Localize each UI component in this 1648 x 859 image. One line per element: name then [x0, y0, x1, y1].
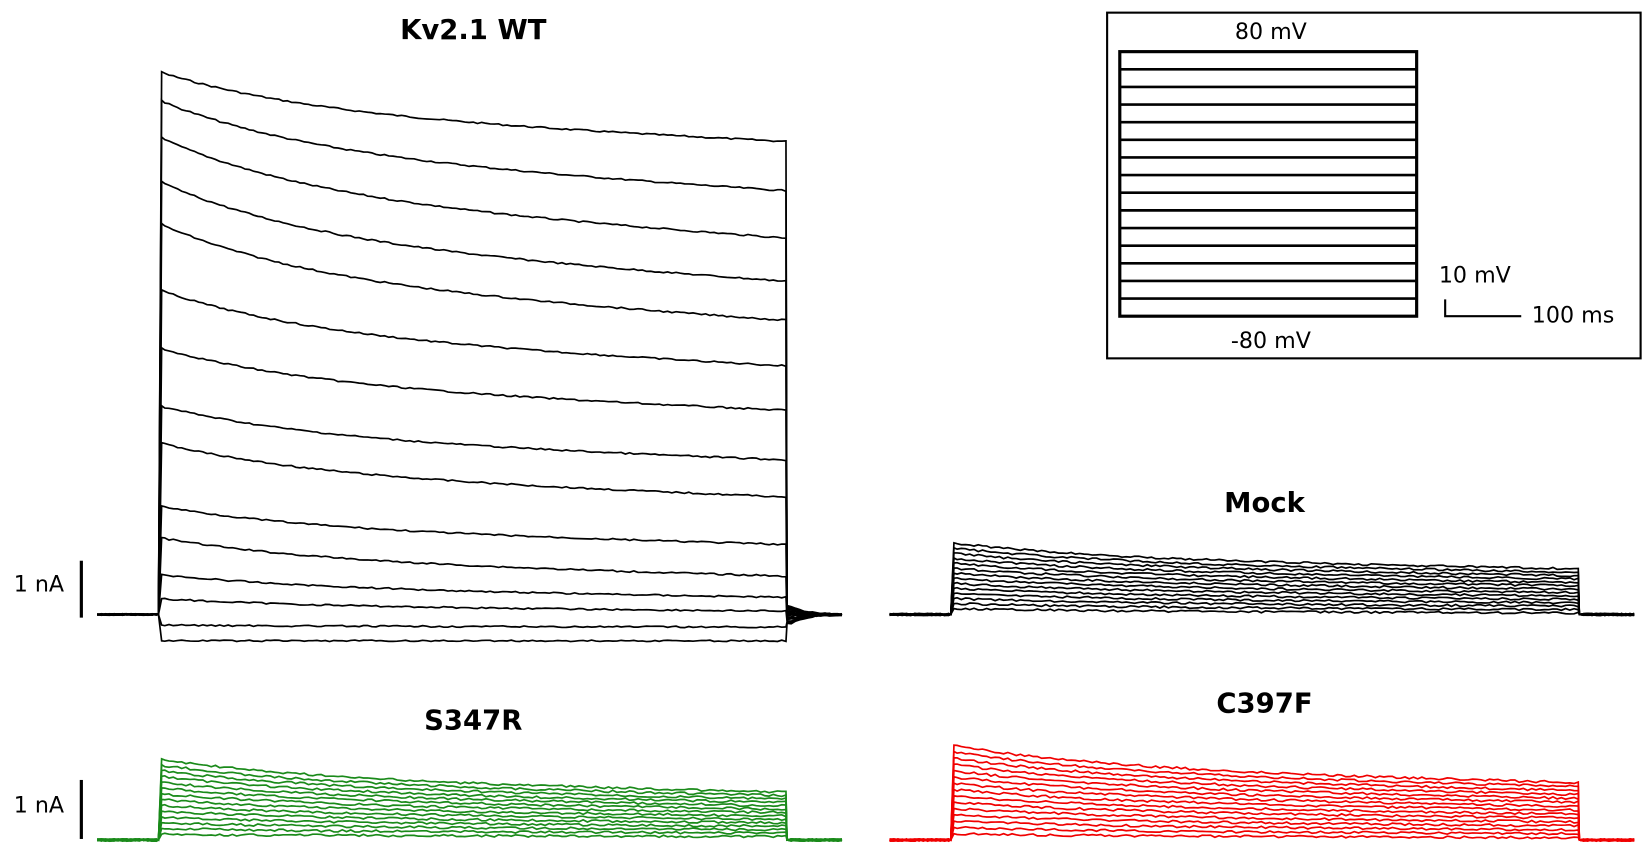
panel-title: S347R [424, 705, 522, 736]
current-trace [97, 441, 843, 617]
current-trace [96, 821, 843, 843]
current-trace [97, 809, 843, 842]
current-trace [889, 572, 1635, 617]
current-trace [97, 803, 843, 843]
protocol-label: 80 mV [1235, 19, 1307, 45]
protocol-scale [1444, 299, 1522, 318]
current-trace [889, 602, 1635, 617]
current-trace [97, 179, 843, 616]
protocol-label: 100 ms [1532, 303, 1615, 329]
current-trace [96, 798, 842, 843]
current-trace [97, 774, 843, 842]
current-trace [96, 612, 843, 629]
current-trace [97, 346, 843, 617]
current-trace [96, 536, 842, 620]
current-trace [889, 596, 1635, 617]
inset-frame [1106, 11, 1642, 360]
current-trace [889, 813, 1635, 843]
current-trace [889, 781, 1635, 842]
current-trace [97, 763, 843, 842]
current-trace [889, 567, 1635, 617]
current-trace [889, 586, 1635, 617]
current-trace [889, 744, 1635, 843]
panel-title: Mock [1224, 488, 1305, 519]
current-trace [889, 832, 1635, 843]
current-trace [97, 792, 843, 843]
panel-title: C397F [1216, 689, 1312, 720]
current-trace [889, 801, 1635, 843]
protocol [1118, 50, 1419, 318]
current-trace [889, 819, 1635, 842]
current-trace [97, 597, 843, 622]
current-trace [889, 763, 1635, 843]
current-trace [889, 581, 1635, 617]
current-trace [97, 827, 843, 843]
current-trace [889, 756, 1635, 842]
current-trace [889, 788, 1635, 842]
current-trace [96, 781, 843, 842]
current-trace [97, 757, 843, 842]
protocol-label: -80 mV [1231, 328, 1311, 354]
scale-label: 1 nA [14, 571, 64, 597]
current-trace [889, 556, 1635, 617]
current-trace [97, 98, 843, 617]
protocol-label: 10 mV [1439, 262, 1511, 288]
current-trace [97, 612, 842, 643]
current-trace [97, 70, 843, 616]
current-trace [889, 825, 1635, 842]
current-trace [97, 404, 843, 617]
current-trace [889, 576, 1635, 617]
current-trace [97, 832, 843, 843]
panel-title: Kv2.1 WT [400, 15, 547, 46]
current-trace [97, 221, 843, 617]
current-trace [889, 775, 1635, 842]
current-trace [889, 592, 1635, 617]
current-trace [889, 552, 1635, 617]
current-trace [889, 607, 1635, 617]
current-trace [889, 546, 1635, 617]
scale-label: 1 nA [14, 793, 64, 819]
traces [96, 70, 1635, 843]
current-trace [889, 541, 1635, 617]
current-trace [97, 288, 843, 617]
current-trace [97, 573, 843, 621]
current-trace [97, 135, 843, 617]
protocol-box [1118, 50, 1419, 318]
current-trace [97, 769, 843, 842]
current-trace [889, 807, 1635, 843]
current-trace [96, 786, 842, 843]
current-trace [889, 794, 1635, 842]
current-trace [889, 561, 1635, 617]
current-trace [889, 769, 1635, 843]
current-trace [97, 815, 842, 843]
current-trace [97, 504, 843, 618]
current-trace [889, 750, 1635, 843]
